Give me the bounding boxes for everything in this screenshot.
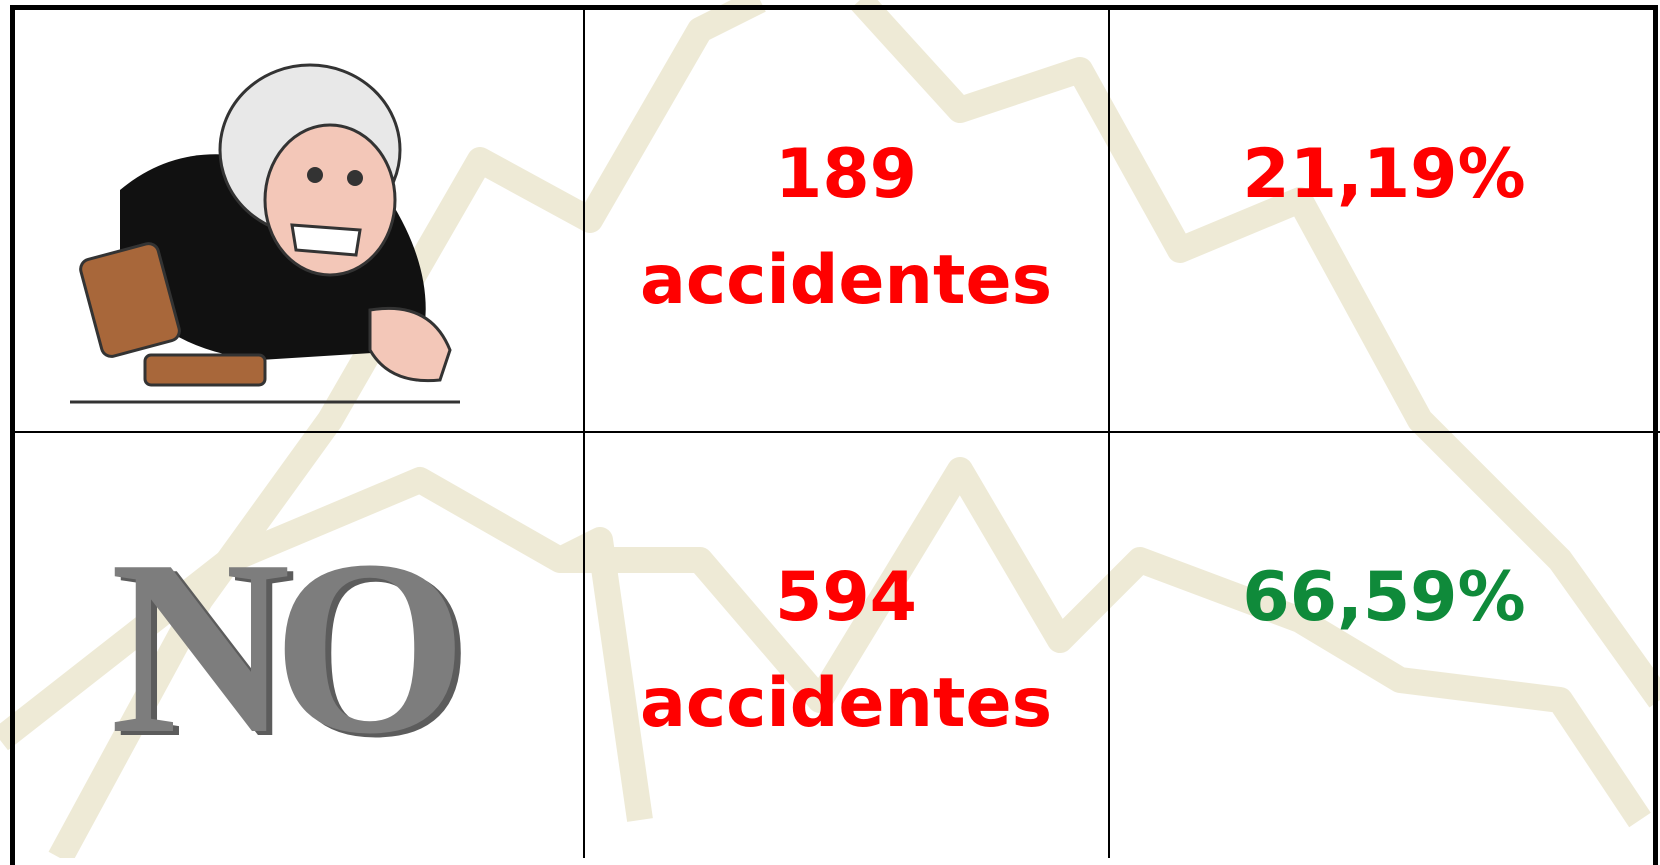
judge-illustration [60,50,490,410]
percent-cell: 66,59% [1124,545,1644,651]
slide: NO NO 189 accidentes 21,19% 594 accident… [0,0,1660,858]
no-graphic: NO [110,548,449,748]
count-cell: 189 accidentes [626,122,1066,334]
count-cell: 594 accidentes [626,545,1066,757]
percent-cell: 21,19% [1124,122,1644,228]
no-reflection: NO [110,752,449,798]
row-divider [10,431,1660,433]
